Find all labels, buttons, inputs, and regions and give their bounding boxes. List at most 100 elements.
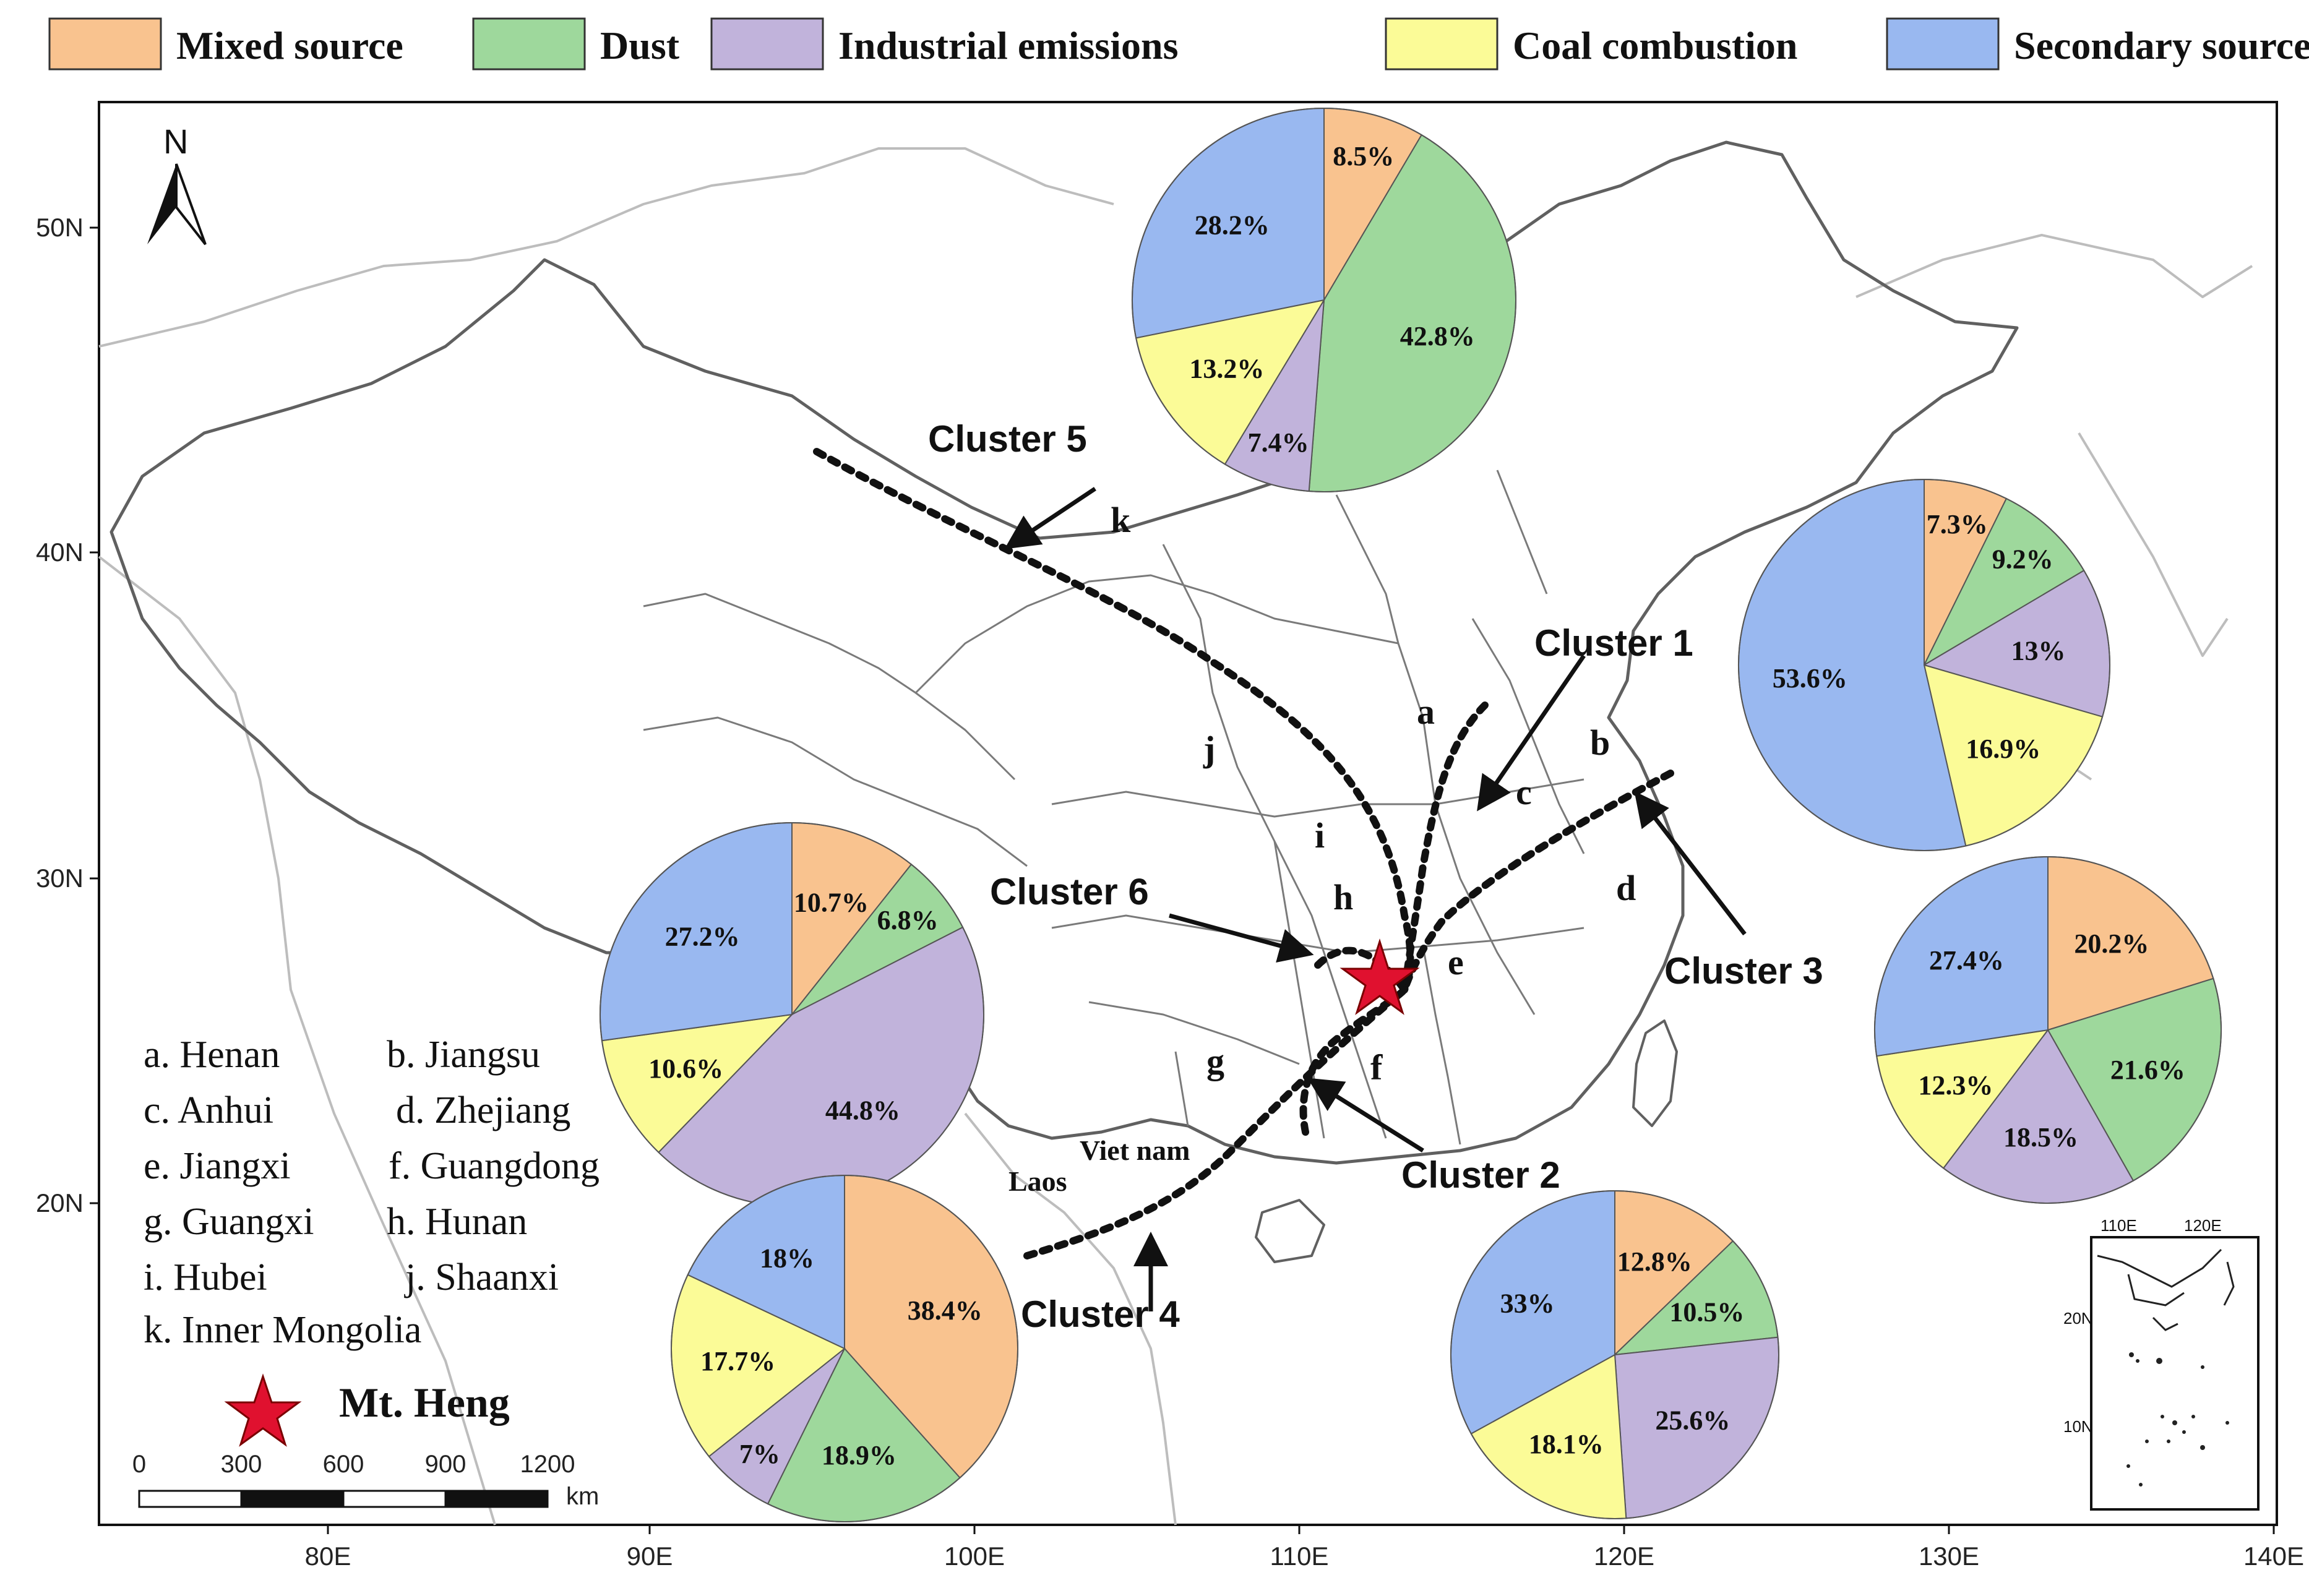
legend-label-secondary: Secondary source <box>2014 24 2309 67</box>
legend-swatch-mixed <box>48 17 162 71</box>
inset-x-tick-label: 110E <box>2100 1216 2137 1235</box>
pie-label: 12.3% <box>1918 1070 1993 1100</box>
x-tick-label: 80E <box>305 1542 351 1571</box>
legend-label-mixed: Mixed source <box>176 24 403 67</box>
province-key-item: j. Shaanxi <box>404 1256 559 1298</box>
pie-label: 18% <box>760 1243 814 1273</box>
label-cluster-5: Cluster 5 <box>928 418 1087 460</box>
region-c: c <box>1516 772 1532 812</box>
legend-swatch-coal <box>1385 17 1498 71</box>
pie-outline <box>1874 856 2222 1204</box>
x-tick-label: 120E <box>1594 1542 1654 1571</box>
inset-coast <box>2097 1248 2235 1331</box>
pie-label: 27.4% <box>1929 945 2004 976</box>
pie-label: 21.6% <box>2110 1055 2185 1085</box>
pie-label: 33% <box>1500 1288 1555 1318</box>
scale-tick-label: 0 <box>132 1451 146 1478</box>
label-cluster-3: Cluster 3 <box>1664 950 1823 992</box>
scale-bar: 0 300 600 900 1200 km <box>132 1451 599 1510</box>
pie-p6: 10.7% 6.8% 44.8% 10.6% 27.2% <box>600 822 984 1207</box>
province-key-item: f. Guangdong <box>389 1145 600 1187</box>
pie-label: 18.9% <box>822 1440 897 1470</box>
arrow-cluster-2 <box>1307 1078 1424 1152</box>
pie-outline <box>1132 108 1516 492</box>
legend-label-coal: Coal combustion <box>1513 24 1798 67</box>
province-key-item: d. Zhejiang <box>396 1089 570 1131</box>
region-d: d <box>1616 868 1636 908</box>
province-key-item: i. Hubei <box>144 1256 267 1298</box>
pie-p2: 12.8% 10.5% 25.6% 18.1% 33% <box>1450 1190 1779 1519</box>
site-label: Mt. Heng <box>339 1379 510 1426</box>
pie-label: 53.6% <box>1773 663 1847 693</box>
province-key-item: e. Jiangxi <box>144 1145 291 1187</box>
scale-tick-label: 900 <box>425 1451 467 1478</box>
hainan <box>1255 1199 1325 1263</box>
pie-p2b: 20.2% 21.6% 18.5% 12.3% 27.4% <box>1874 856 2222 1204</box>
pie-label: 10.7% <box>794 888 869 918</box>
inset-y-tick-label: 10N <box>2063 1417 2093 1436</box>
country-laos: Laos <box>1008 1165 1067 1197</box>
region-f: f <box>1370 1047 1383 1088</box>
legend-label-industrial: Industrial emissions <box>838 24 1178 67</box>
pie-label: 7.3% <box>1927 509 1988 539</box>
arrow-cluster-5 <box>1004 487 1096 549</box>
pie-label: 8.5% <box>1333 141 1394 171</box>
pie-outline <box>1450 1190 1779 1519</box>
province-key-item: h. Hunan <box>387 1201 527 1243</box>
pie-label: 28.2% <box>1195 210 1270 240</box>
y-tick-label: 20N <box>36 1188 84 1217</box>
arrow-cluster-6 <box>1169 913 1314 963</box>
mt-heng-star-icon <box>1339 938 1420 1015</box>
region-b: b <box>1590 723 1610 763</box>
province-key-item: b. Jiangsu <box>387 1034 540 1076</box>
legend-swatch-industrial <box>710 17 824 71</box>
inset-islands <box>2126 1352 2229 1487</box>
scale-tick-label: 300 <box>221 1451 262 1478</box>
legend-swatch-dust <box>472 17 586 71</box>
pie-label: 25.6% <box>1655 1405 1730 1436</box>
pie-label: 10.5% <box>1669 1297 1744 1328</box>
pie-label: 7% <box>739 1439 780 1469</box>
pie-p4: 38.4% 18.9% 7% 17.7% 18% <box>671 1174 1018 1522</box>
region-g: g <box>1206 1041 1224 1081</box>
inset-frame <box>2090 1236 2260 1511</box>
y-tick-label: 50N <box>36 213 84 242</box>
north-arrow-outline <box>175 163 207 246</box>
pie-label: 10.6% <box>648 1053 723 1084</box>
legend-label-dust: Dust <box>600 24 680 67</box>
inset-y-tick-label: 20N <box>2063 1309 2093 1328</box>
x-tick-label: 100E <box>944 1542 1005 1571</box>
north-label: N <box>163 122 188 161</box>
arrow-cluster-1 <box>1477 654 1586 812</box>
province-key: a. Henan b. Jiangsu c. Anhui d. Zhejiang e. … <box>144 1034 600 1351</box>
inset-map: 110E 120E 20N 10N <box>2063 1216 2260 1511</box>
y-tick-label: 30N <box>36 864 84 893</box>
pie-p1: 8.5% 42.8% 7.4% 13.2% 28.2% <box>1132 107 1516 492</box>
pie-label: 6.8% <box>877 905 939 935</box>
province-key-item: c. Anhui <box>144 1089 273 1131</box>
region-j: j <box>1203 729 1215 769</box>
trajectory-cluster-5 <box>813 448 1414 993</box>
scale-segment <box>240 1490 345 1508</box>
north-arrow-icon <box>147 164 176 244</box>
legend: Mixed source Dust Industrial emissions Coal… <box>48 17 2309 71</box>
pie-label: 16.9% <box>1966 734 2040 764</box>
label-cluster-2: Cluster 2 <box>1401 1154 1560 1196</box>
pie-label: 20.2% <box>2074 929 2149 959</box>
pie-label: 38.4% <box>908 1295 983 1326</box>
x-tick-label: 90E <box>627 1542 673 1571</box>
north-arrow: N <box>147 122 207 246</box>
taiwan <box>1632 1019 1678 1127</box>
scale-segment <box>444 1490 549 1508</box>
province-key-item: k. Inner Mongolia <box>144 1309 421 1351</box>
province-key-item: a. Henan <box>144 1034 280 1076</box>
region-a: a <box>1417 692 1435 732</box>
label-cluster-6: Cluster 6 <box>990 871 1149 912</box>
scale-unit: km <box>566 1483 599 1510</box>
pie-label: 17.7% <box>700 1346 775 1376</box>
scale-segment <box>342 1490 447 1508</box>
pie-label: 44.8% <box>825 1095 900 1125</box>
pie-label: 18.5% <box>2003 1122 2078 1152</box>
axis-ticks: 80E 90E 100E 110E 120E 130E 140E 50N 40N 30N 20N <box>36 213 2304 1571</box>
